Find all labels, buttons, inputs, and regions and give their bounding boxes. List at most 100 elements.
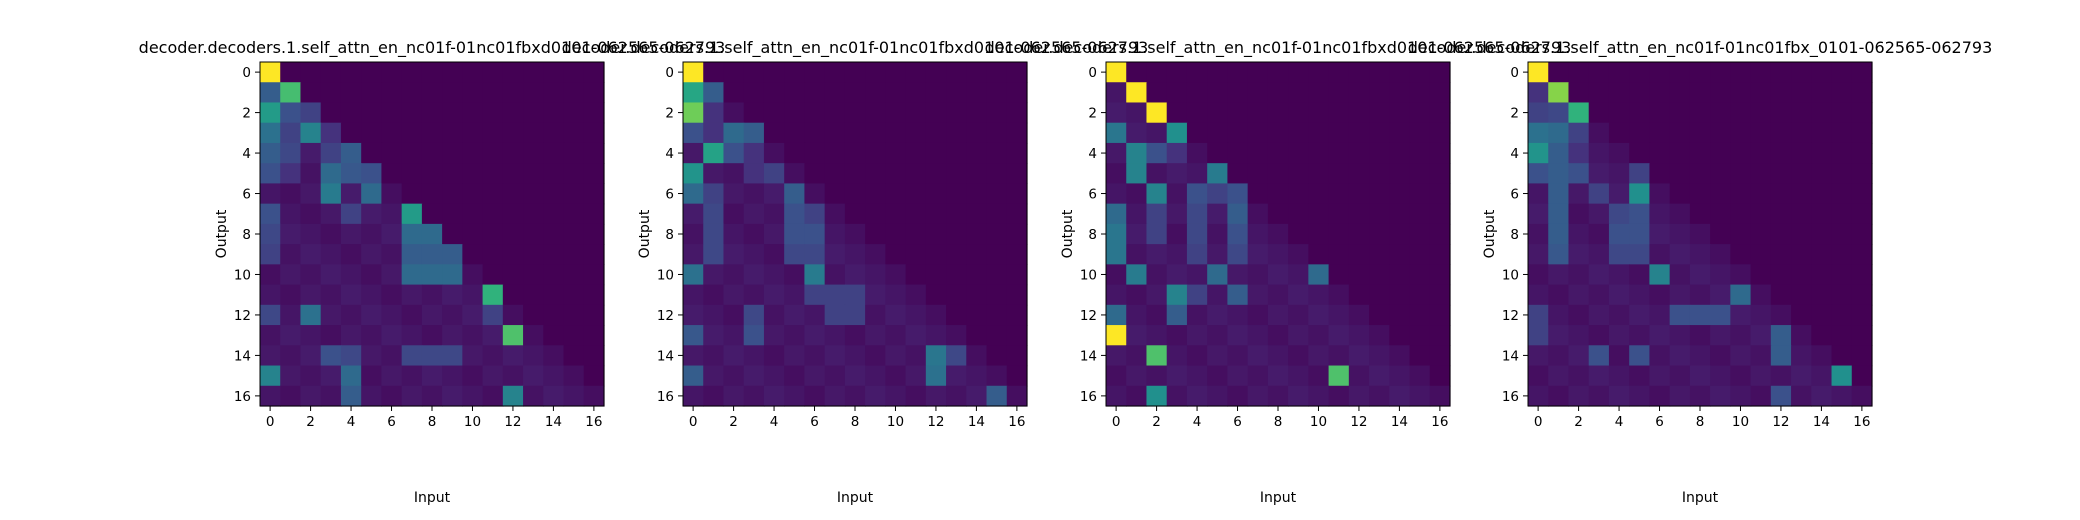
heatmap-cell bbox=[1851, 304, 1873, 326]
heatmap-cell bbox=[1409, 325, 1431, 346]
heatmap-cell bbox=[1106, 284, 1127, 306]
heatmap-cell bbox=[1568, 304, 1590, 326]
heatmap-cell bbox=[462, 142, 484, 164]
heatmap-cell bbox=[401, 203, 423, 225]
heatmap-cell bbox=[1288, 82, 1309, 104]
heatmap-cell bbox=[1369, 345, 1390, 367]
heatmap-cell bbox=[1831, 102, 1853, 124]
heatmap-cell bbox=[1247, 82, 1269, 104]
heatmap-cell bbox=[1308, 304, 1330, 326]
heatmap-cell bbox=[1186, 385, 1208, 407]
heatmap-cell bbox=[1608, 82, 1630, 104]
heatmap-cell bbox=[1649, 325, 1671, 346]
heatmap-cell bbox=[442, 385, 463, 407]
heatmap-cell bbox=[320, 304, 342, 326]
heatmap-cell bbox=[1429, 203, 1451, 225]
heatmap-cell bbox=[1308, 385, 1330, 407]
x-tick-label: 6 bbox=[387, 414, 396, 430]
heatmap-cell bbox=[1186, 244, 1208, 265]
heatmap-cell bbox=[1186, 365, 1208, 387]
heatmap-cell bbox=[1831, 385, 1853, 407]
heatmap-cell bbox=[946, 62, 967, 83]
heatmap-cell bbox=[563, 163, 585, 185]
heatmap-cell bbox=[986, 284, 1008, 306]
heatmap-cell bbox=[1730, 304, 1752, 326]
heatmap-cell bbox=[401, 62, 423, 83]
heatmap-cell bbox=[300, 203, 322, 225]
heatmap-cell bbox=[703, 82, 725, 104]
heatmap-cell bbox=[1750, 304, 1772, 326]
heatmap-cell bbox=[280, 122, 302, 144]
heatmap-cell bbox=[583, 142, 605, 164]
heatmap-cell bbox=[763, 142, 785, 164]
y-tick-label: 2 bbox=[1088, 106, 1097, 122]
y-tick-label: 8 bbox=[1088, 227, 1097, 243]
heatmap-cell bbox=[885, 163, 907, 185]
heatmap-cell bbox=[1710, 385, 1731, 407]
heatmap-cell bbox=[1308, 163, 1330, 185]
heatmap-cell bbox=[462, 223, 484, 245]
heatmap-cell bbox=[442, 223, 463, 245]
heatmap-cell bbox=[1528, 264, 1549, 286]
heatmap-cell bbox=[1146, 102, 1168, 124]
heatmap-cell bbox=[1267, 284, 1289, 306]
heatmap-cells bbox=[260, 62, 605, 407]
heatmap-cell bbox=[1308, 325, 1330, 346]
y-tick-label: 0 bbox=[665, 65, 674, 81]
x-tick-label: 2 bbox=[306, 414, 315, 430]
heatmap-cell bbox=[421, 223, 443, 245]
heatmap-cell bbox=[865, 82, 886, 104]
heatmap-cell bbox=[1649, 284, 1671, 306]
heatmap-cell bbox=[361, 223, 383, 245]
heatmap-cell bbox=[543, 122, 565, 144]
heatmap-cell bbox=[966, 385, 988, 407]
heatmap-cell bbox=[320, 223, 342, 245]
heatmap-cell bbox=[1528, 82, 1549, 104]
heatmap-cell bbox=[280, 325, 302, 346]
heatmap-cell bbox=[523, 385, 544, 407]
heatmap-cell bbox=[1227, 385, 1249, 407]
heatmap-cell bbox=[683, 102, 704, 124]
heatmap-cell bbox=[563, 62, 585, 83]
heatmap-cell bbox=[763, 163, 785, 185]
heatmap-cell bbox=[1608, 142, 1630, 164]
heatmap-cell bbox=[1106, 345, 1127, 367]
heatmap-cell bbox=[1006, 163, 1028, 185]
heatmap-cell bbox=[1588, 325, 1610, 346]
heatmap-cell bbox=[1770, 203, 1792, 225]
heatmap-cell bbox=[1770, 163, 1792, 185]
heatmap-cell bbox=[1409, 223, 1431, 245]
heatmap-cell bbox=[1548, 284, 1570, 306]
heatmap-cell bbox=[340, 142, 362, 164]
heatmap-cell bbox=[1770, 102, 1792, 124]
y-tick-label: 10 bbox=[657, 267, 674, 283]
heatmap-cell bbox=[1267, 223, 1289, 245]
heatmap-cell bbox=[703, 244, 725, 265]
heatmap-cell bbox=[1369, 203, 1390, 225]
heatmap-cell bbox=[1389, 264, 1411, 286]
heatmap-cell bbox=[361, 62, 383, 83]
heatmap-cell bbox=[381, 325, 403, 346]
x-tick-label: 14 bbox=[1813, 414, 1830, 430]
heatmap-cell bbox=[1126, 365, 1148, 387]
heatmap-cell bbox=[1791, 223, 1812, 245]
heatmap-cell bbox=[543, 163, 565, 185]
heatmap-cell bbox=[1528, 183, 1549, 205]
heatmap-cell bbox=[1328, 183, 1350, 205]
heatmap-cell bbox=[1629, 142, 1651, 164]
heatmap-cell bbox=[1207, 203, 1229, 225]
heatmap-cell bbox=[502, 345, 524, 367]
heatmap-cell bbox=[381, 264, 403, 286]
heatmap-cell bbox=[844, 163, 866, 185]
heatmap-cell bbox=[1106, 264, 1127, 286]
heatmap-cell bbox=[1389, 163, 1411, 185]
heatmap-cell bbox=[743, 163, 765, 185]
heatmap-cell bbox=[1348, 345, 1370, 367]
heatmap-cell bbox=[986, 365, 1008, 387]
heatmap-cell bbox=[1166, 142, 1188, 164]
y-tick-label: 10 bbox=[1502, 267, 1519, 283]
heatmap-cell bbox=[1730, 385, 1752, 407]
heatmap-cell bbox=[1811, 304, 1833, 326]
heatmap-cell bbox=[844, 122, 866, 144]
x-tick-label: 16 bbox=[1431, 414, 1448, 430]
